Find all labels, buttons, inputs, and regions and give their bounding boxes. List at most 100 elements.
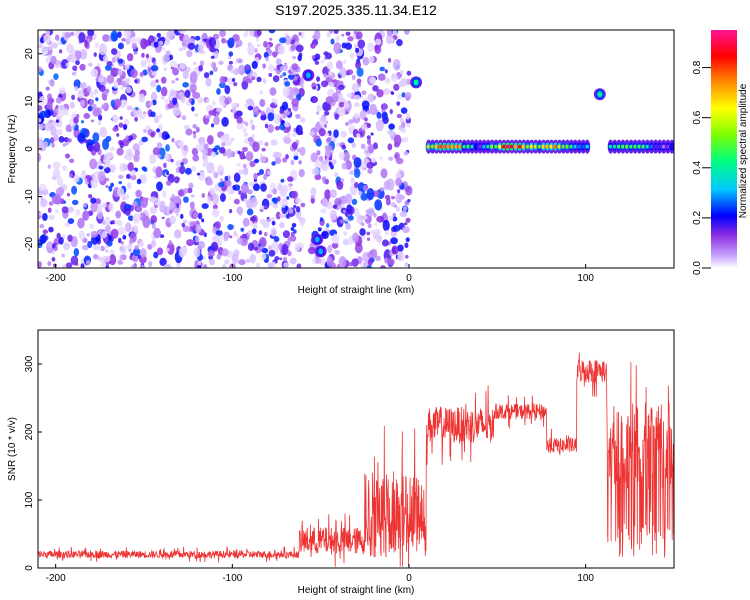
heatmap-cell (135, 189, 142, 198)
heatmap-cell (197, 44, 204, 54)
heatmap-cell (121, 37, 126, 42)
heatmap-cell (58, 135, 65, 143)
heatmap-cell (379, 66, 386, 72)
heatmap-cell (150, 215, 158, 224)
heatmap-cell (117, 68, 123, 76)
heatmap-cell (195, 126, 200, 133)
heatmap-cell (296, 263, 302, 268)
heatmap-cell (253, 222, 258, 227)
heatmap-cell (46, 101, 53, 110)
heatmap-cell (397, 244, 404, 252)
heatmap-band-cell (608, 144, 613, 149)
heatmap-cell (345, 222, 352, 230)
heatmap-cell (49, 137, 55, 144)
heatmap-cell (331, 233, 340, 244)
heatmap-cell (223, 231, 230, 240)
heatmap-cell (252, 141, 260, 153)
heatmap-cell (279, 37, 287, 44)
heatmap-cell (360, 143, 366, 150)
heatmap-cell (358, 190, 363, 196)
heatmap-cell (72, 65, 78, 71)
heatmap-blob (305, 72, 311, 79)
heatmap-cell (71, 185, 78, 195)
heatmap-cell (163, 162, 167, 169)
heatmap-cell (283, 121, 291, 128)
colorbar-gradient (711, 30, 737, 268)
heatmap-cell (288, 183, 293, 188)
heatmap-cell (269, 87, 277, 96)
heatmap-cell (295, 206, 301, 213)
heatmap-cell (153, 251, 159, 259)
heatmap-cell (70, 31, 75, 37)
heatmap-cell (383, 180, 391, 190)
heatmap-cell (104, 64, 112, 71)
heatmap-cell (185, 128, 193, 136)
heatmap-cell (318, 128, 326, 137)
heatmap-cell (117, 58, 124, 64)
heatmap-cell (93, 88, 98, 95)
heatmap-cell (292, 79, 300, 86)
heatmap-cell (55, 34, 60, 41)
heatmap-cell (251, 133, 256, 139)
heatmap-cell (183, 196, 189, 203)
heatmap-blob (318, 248, 324, 255)
heatmap-cell (218, 82, 226, 89)
heatmap-cell (110, 228, 119, 239)
heatmap-cell (75, 114, 80, 119)
x-tick-label: -200 (46, 273, 66, 284)
heatmap-cell (380, 168, 388, 179)
y-tick-label: -20 (24, 237, 35, 252)
heatmap-cell (114, 220, 118, 224)
heatmap-cell (47, 207, 52, 213)
heatmap-cell (153, 227, 162, 239)
heatmap-cell (101, 105, 105, 110)
heatmap-cell (282, 157, 288, 163)
heatmap-cell (208, 37, 217, 48)
heatmap-cell (57, 40, 62, 46)
heatmap-cell (372, 190, 380, 198)
heatmap-cell (198, 65, 204, 72)
heatmap-cell (325, 96, 334, 104)
heatmap-cell (205, 77, 212, 87)
heatmap-cell (291, 63, 299, 71)
heatmap-cell (126, 105, 133, 111)
heatmap-cell (165, 247, 170, 252)
heatmap-cell (264, 205, 268, 209)
heatmap-cell (59, 87, 66, 94)
heatmap-cell (101, 92, 108, 101)
heatmap-cell (98, 84, 106, 92)
heatmap-cell (392, 224, 401, 232)
heatmap-cell (153, 41, 159, 48)
heatmap-cell (173, 229, 182, 239)
heatmap-cell (113, 80, 119, 89)
heatmap-cell (75, 209, 81, 216)
heatmap-cell (192, 154, 200, 162)
heatmap-cell (145, 53, 150, 59)
heatmap-cell (382, 88, 391, 95)
y-tick-label: 0 (24, 146, 35, 152)
heatmap-cell (152, 223, 156, 230)
heatmap-cell (356, 133, 361, 138)
heatmap-cell (347, 36, 354, 42)
heatmap-cell (307, 246, 316, 255)
heatmap-cell (192, 212, 199, 219)
heatmap-cell (384, 77, 391, 84)
heatmap-cell (162, 47, 166, 51)
spectrogram-y-label: Frequency (Hz) (7, 115, 18, 184)
heatmap-cell (203, 263, 208, 268)
heatmap-cell (242, 163, 247, 169)
heatmap-cell (227, 223, 234, 231)
heatmap-cell (212, 100, 216, 106)
heatmap-cell (249, 119, 254, 125)
heatmap-cell (165, 180, 172, 186)
heatmap-cell (71, 94, 76, 100)
heatmap-cell (384, 194, 391, 200)
heatmap-cell (390, 201, 396, 208)
heatmap-cell (262, 78, 267, 84)
heatmap-cell (90, 230, 98, 238)
heatmap-cell (152, 99, 157, 106)
heatmap-cell (342, 209, 347, 214)
heatmap-cell (348, 119, 354, 125)
heatmap-cell (364, 117, 368, 122)
heatmap-cell (156, 247, 164, 256)
